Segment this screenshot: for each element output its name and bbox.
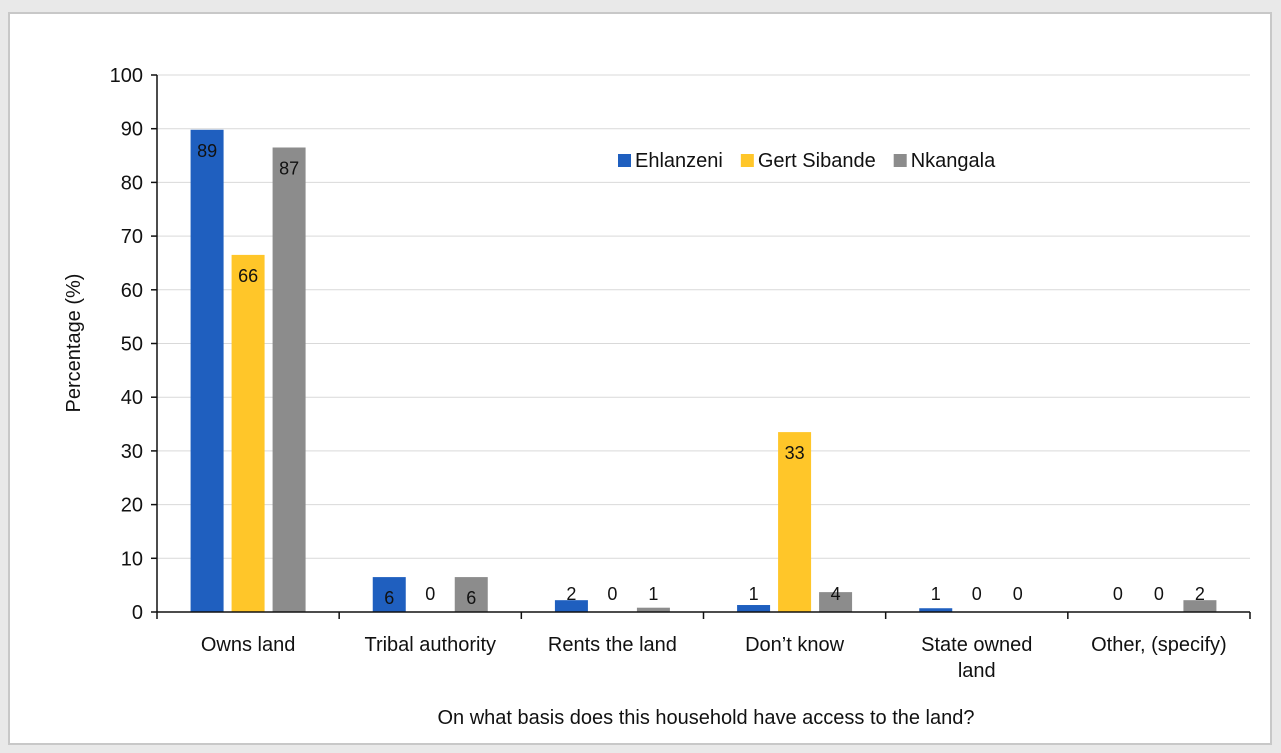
bar-ehlanzeni <box>919 608 953 612</box>
legend-label: Ehlanzeni <box>635 150 723 172</box>
legend-label: Nkangala <box>911 150 996 172</box>
data-label: 6 <box>466 588 476 608</box>
data-label: 2 <box>1195 584 1205 604</box>
data-label: 0 <box>425 584 435 604</box>
y-tick-label: 0 <box>132 602 143 624</box>
bar-ehlanzeni <box>554 600 588 612</box>
data-label: 0 <box>1113 584 1123 604</box>
data-label: 0 <box>1013 584 1023 604</box>
bar-nkangala <box>636 607 670 612</box>
y-tick-label: 60 <box>121 280 143 302</box>
data-label: 87 <box>279 158 299 178</box>
x-axis-title: On what basis does this household have a… <box>437 707 974 729</box>
data-label: 0 <box>1154 584 1164 604</box>
data-label: 89 <box>197 141 217 161</box>
data-label: 33 <box>785 443 805 463</box>
category-label: Owns land <box>201 634 296 656</box>
category-label: Rents the land <box>548 634 677 656</box>
category-label: Other, (specify) <box>1091 634 1227 656</box>
legend: Ehlanzeni Gert Sibande Nkangala <box>618 150 996 172</box>
bar-nkangala <box>272 147 306 612</box>
y-tick-label: 80 <box>121 172 143 194</box>
data-label: 6 <box>384 588 394 608</box>
bar-ehlanzeni <box>190 129 224 613</box>
category-label: Don’t know <box>745 634 844 656</box>
y-tick-label: 10 <box>121 548 143 570</box>
bar-ehlanzeni <box>737 605 771 612</box>
legend-swatch <box>740 154 754 167</box>
y-tick-labels: 0 10 20 30 40 50 60 70 80 90 100 <box>110 65 157 624</box>
data-label: 0 <box>607 584 617 604</box>
y-tick-label: 100 <box>110 65 143 87</box>
bar-nkangala <box>1183 600 1217 612</box>
y-tick-label: 70 <box>121 226 143 248</box>
legend-label: Gert Sibande <box>758 150 876 172</box>
bar-gert-sibande <box>231 254 265 612</box>
category-label: State owned land <box>921 634 1032 682</box>
y-tick-label: 30 <box>121 441 143 463</box>
data-labels: 89 66 87 6 0 6 2 0 1 1 33 4 1 0 0 0 0 2 <box>197 141 1205 608</box>
bar-gert-sibande <box>778 432 812 612</box>
bars <box>190 129 1217 613</box>
data-label: 1 <box>931 584 941 604</box>
y-tick-label: 50 <box>121 334 143 356</box>
gridlines <box>157 74 1250 559</box>
bar-ehlanzeni <box>372 577 406 612</box>
bar-nkangala <box>454 577 488 612</box>
data-label: 1 <box>648 584 658 604</box>
category-labels: Owns land Tribal authority Rents the land D… <box>201 634 1227 682</box>
data-label: 0 <box>972 584 982 604</box>
y-tick-label: 20 <box>121 495 143 517</box>
legend-swatch <box>893 154 907 167</box>
data-label: 2 <box>566 584 576 604</box>
legend-swatch <box>618 154 631 167</box>
category-label: Tribal authority <box>364 634 496 656</box>
data-label: 1 <box>749 584 759 604</box>
data-label: 4 <box>831 584 841 604</box>
y-tick-label: 40 <box>121 387 143 409</box>
y-axis-title: Percentage (%) <box>63 274 85 413</box>
bar-nkangala <box>819 592 853 612</box>
y-tick-label: 90 <box>121 119 143 141</box>
data-label: 66 <box>238 266 258 286</box>
